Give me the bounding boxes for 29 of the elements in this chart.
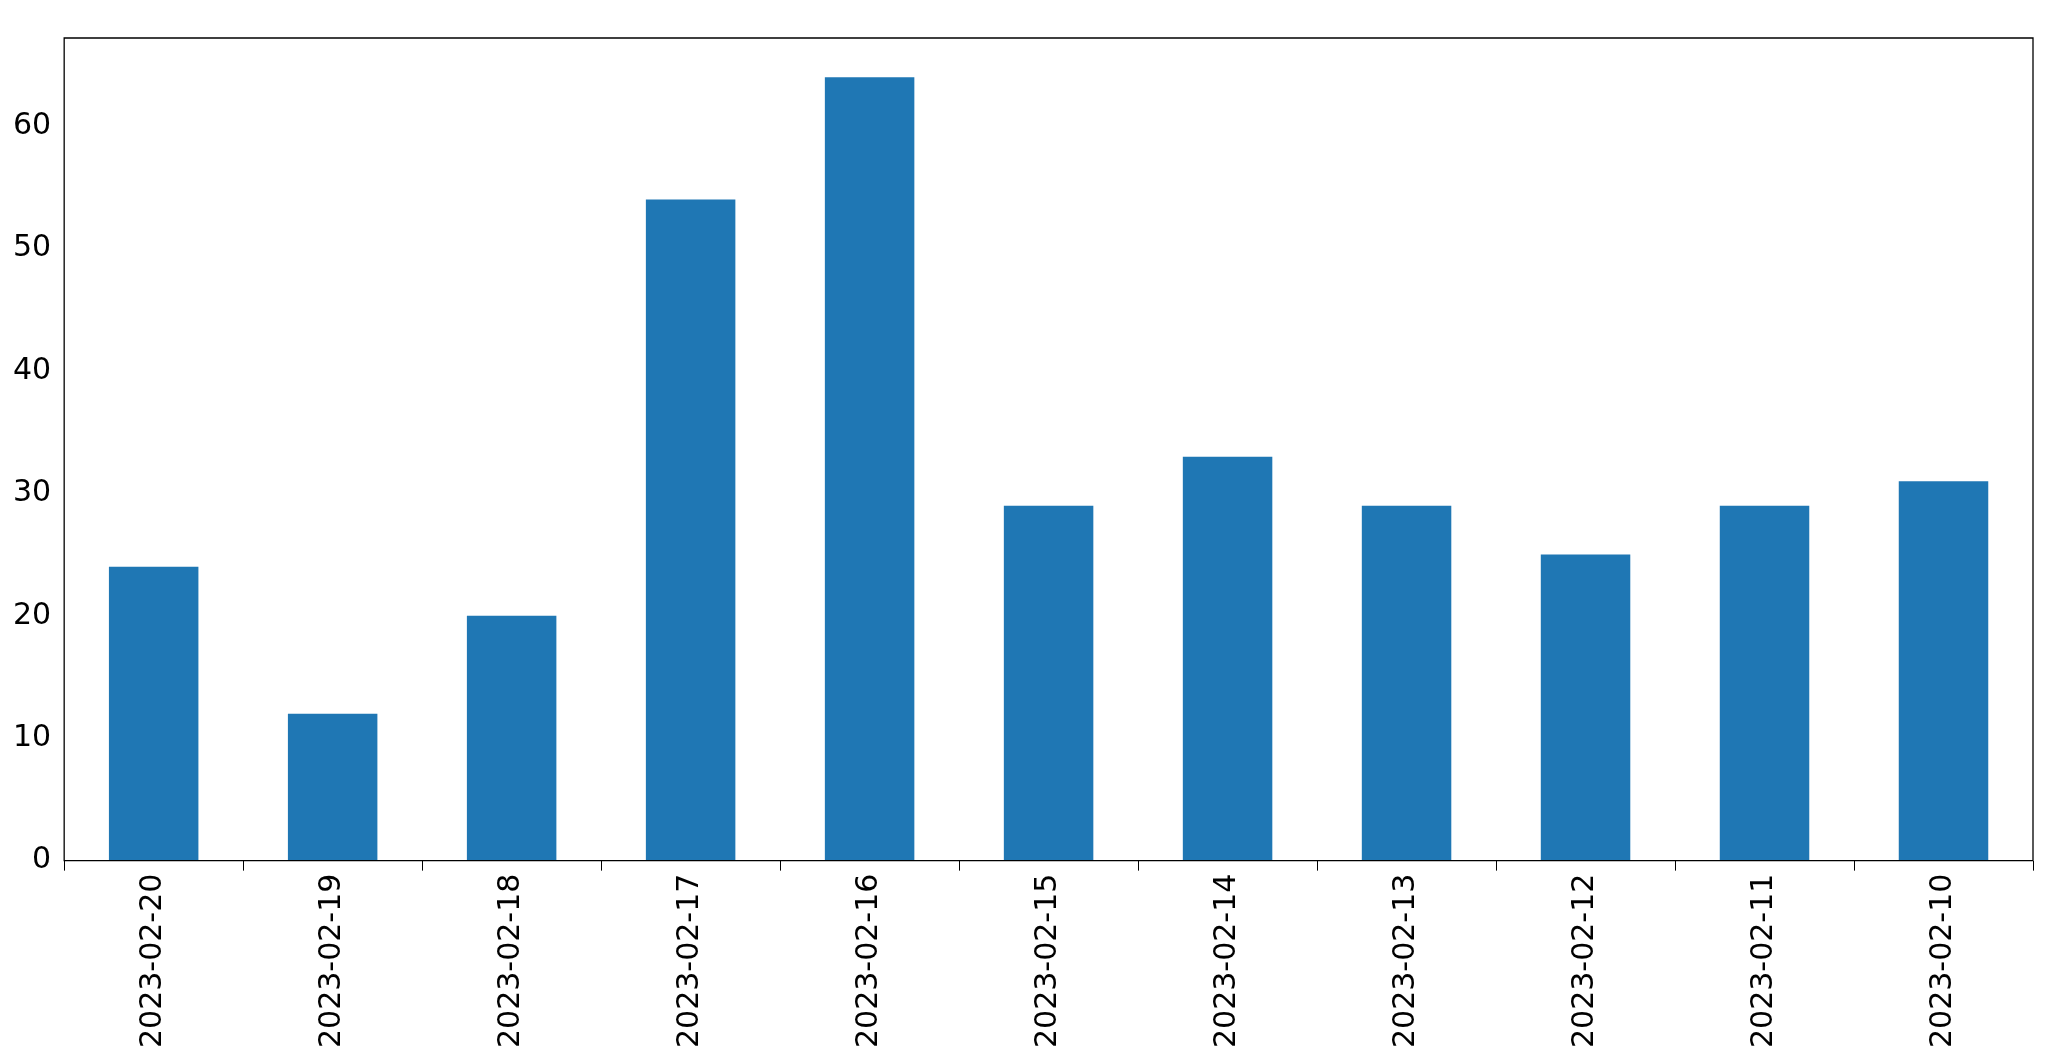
y-tick-label: 60	[12, 105, 52, 141]
y-tick-label: 20	[12, 595, 52, 631]
x-tick-label: 2023-02-13	[1386, 873, 1422, 1049]
x-tick-label: 2023-02-15	[1028, 873, 1064, 1049]
x-tick-label: 2023-02-10	[1923, 873, 1959, 1049]
x-tick-label: 2023-02-20	[133, 873, 169, 1049]
x-tick-label: 2023-02-16	[849, 873, 885, 1049]
bar	[1540, 554, 1631, 861]
bar	[1182, 456, 1273, 861]
bar	[645, 199, 736, 861]
bar	[1361, 505, 1452, 861]
bar	[824, 77, 915, 861]
x-tick-label: 2023-02-17	[670, 873, 706, 1049]
y-tick-label: 40	[12, 350, 52, 386]
x-tick-label: 2023-02-18	[491, 873, 527, 1049]
y-tick-label: 0	[32, 840, 52, 876]
x-tick-label: 2023-02-19	[312, 873, 348, 1049]
bar	[1003, 505, 1094, 861]
x-tick-label: 2023-02-14	[1207, 873, 1243, 1049]
y-tick-label: 50	[12, 228, 52, 264]
bar	[466, 615, 557, 861]
bar	[1898, 481, 1989, 861]
x-tick-label: 2023-02-11	[1744, 873, 1780, 1049]
y-tick-label: 30	[12, 473, 52, 509]
x-tick-label: 2023-02-12	[1565, 873, 1601, 1049]
y-tick-label: 10	[12, 718, 52, 754]
bar	[108, 566, 199, 861]
bar	[287, 713, 378, 861]
bar	[1719, 505, 1810, 861]
